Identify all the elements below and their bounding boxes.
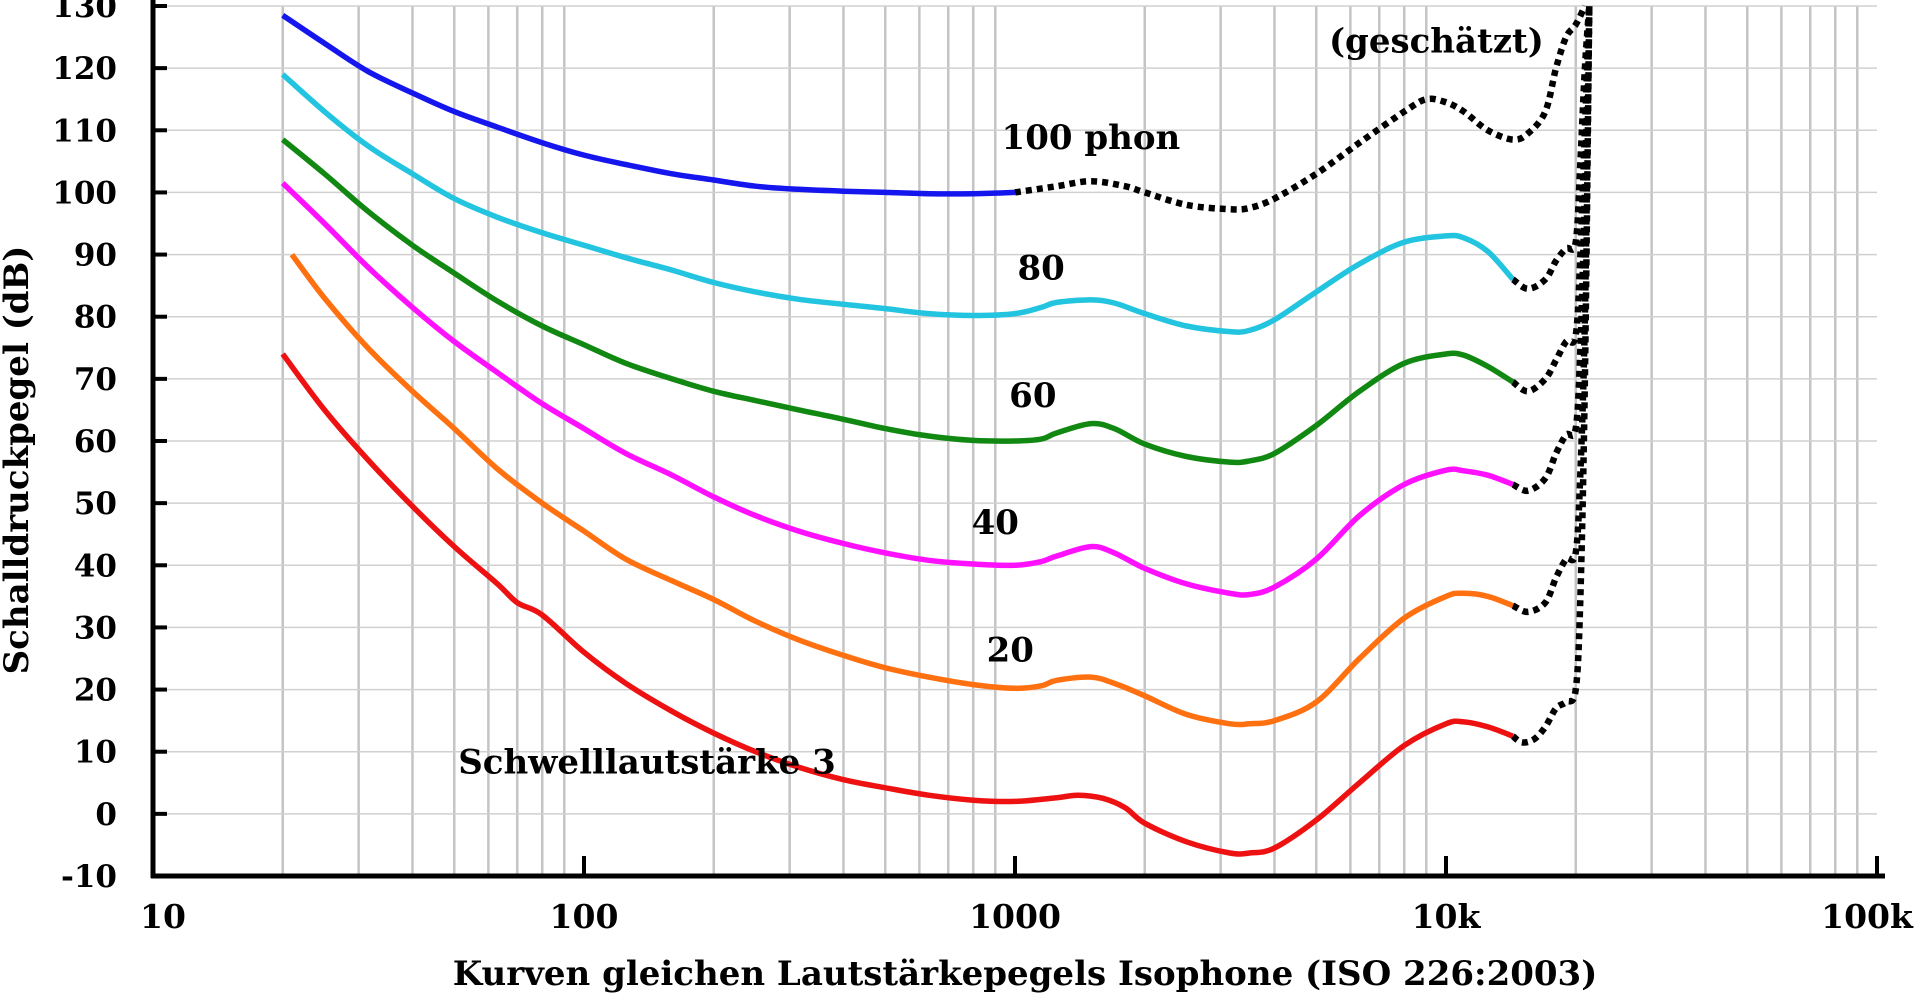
curves	[280, 4, 1593, 857]
annotation-label: 60	[1009, 376, 1056, 416]
y-tick-label: 30	[74, 610, 117, 646]
y-tick-label: 50	[74, 486, 117, 522]
x-tick-label: 10k	[1412, 897, 1482, 936]
annotation-label: 100 phon	[1002, 118, 1181, 158]
annotations: (geschätzt) 100 phon 80 60 40 20 Schwelllautst…	[458, 22, 1544, 783]
axes	[150, 0, 1885, 879]
isophone-curve-2	[280, 181, 1514, 598]
isophone-curve-3	[280, 137, 1515, 466]
y-tick-label: 20	[74, 673, 117, 709]
y-tick-label: 110	[52, 113, 117, 149]
y-tick-label: 60	[74, 424, 117, 460]
isophone-estimated-extension-2	[1511, 5, 1593, 495]
y-tick-label: 130	[52, 0, 117, 25]
isophone-curve-4	[280, 72, 1515, 335]
y-tick-label: 10	[74, 735, 117, 771]
x-tick-label: 10	[140, 897, 186, 936]
y-tick-label: 90	[74, 238, 117, 274]
y-tick-label: 80	[74, 300, 117, 336]
x-tick-label: 100	[550, 897, 619, 936]
annotation-label: 40	[972, 503, 1019, 543]
y-tick-label: -10	[61, 859, 117, 895]
isophone-estimated-extension-5	[1014, 4, 1588, 213]
y-tick-label: 40	[74, 548, 117, 584]
annotation-label: Schwelllautstärke 3	[458, 742, 836, 782]
isophone-estimated-extension-0	[1510, 5, 1593, 746]
y-tick-label: 70	[74, 362, 117, 398]
isophone-curve-1	[289, 252, 1514, 728]
annotation-label: (geschätzt)	[1329, 22, 1544, 62]
x-tick-label: 100k	[1821, 897, 1914, 936]
isophone-curve-5	[281, 13, 1016, 197]
annotation-label: 20	[987, 631, 1034, 671]
annotation-label: 80	[1017, 248, 1064, 288]
y-tick-label: 120	[52, 51, 117, 87]
y-tick-label: 0	[95, 797, 117, 833]
y-axis-title: Schalldruckpegel (dB)	[0, 246, 37, 675]
isophone-estimated-extension-4	[1510, 5, 1593, 293]
isophone-curve-0	[280, 352, 1514, 857]
x-tick-label: 1000	[969, 897, 1061, 936]
y-tick-labels: -10 0 10 20 30 40 50 60 70 80 90 100 110 120 130	[52, 0, 117, 895]
x-axis-title: Kurven gleichen Lautstärkepegels Isophon…	[453, 954, 1598, 994]
x-tick-labels: 10 100 1000 10k 100k	[140, 897, 1914, 936]
y-tick-label: 100	[52, 175, 117, 211]
